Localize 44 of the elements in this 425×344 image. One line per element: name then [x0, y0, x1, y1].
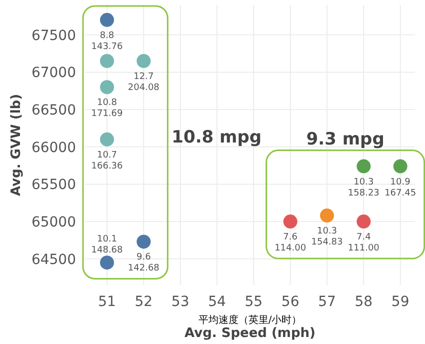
- x-tick-label: 56: [281, 294, 300, 310]
- x-tick-label: 57: [318, 294, 336, 310]
- text: 平均速度（英里/小时）: [198, 314, 302, 326]
- x-tick-label: 53: [171, 294, 190, 310]
- point: [393, 159, 408, 174]
- y-tick-label: 65500: [31, 177, 76, 194]
- data-label: 10.7 166.36: [91, 150, 124, 172]
- data-label: 7.6 114.00: [274, 232, 306, 254]
- data-label: 12.7 204.08: [128, 72, 160, 93]
- x-axis-title: Avg. Speed (mph): [184, 326, 316, 341]
- data-label: 8.8 143.76: [91, 30, 124, 52]
- point: [100, 132, 114, 146]
- y-tick-label: 66000: [31, 140, 76, 156]
- point: [283, 214, 298, 229]
- annotation: 10.8 mpg: [172, 127, 262, 148]
- y-tick-label: 64500: [31, 252, 76, 268]
- point: [356, 214, 371, 229]
- data-label: 10.8 171.69: [91, 98, 124, 120]
- data-label: 10.3 158.23: [348, 177, 380, 198]
- y-tick-label: 65000: [31, 214, 76, 231]
- point: [356, 159, 371, 174]
- annotation: 9.3 mpg: [306, 129, 384, 150]
- point: [100, 256, 114, 270]
- data-label: 10.1 148.68: [91, 234, 124, 256]
- y-axis-title: Avg. GVW (lb): [9, 94, 24, 196]
- y-tick-label: 66500: [31, 102, 76, 119]
- x-tick-label: 58: [354, 294, 373, 310]
- y-tick-label: 67500: [31, 28, 76, 44]
- x-tick-label: 59: [391, 294, 410, 310]
- x-tick-label: 52: [134, 294, 153, 310]
- x-tick-label: 51: [98, 294, 116, 310]
- data-label: 10.9 167.45: [384, 177, 416, 198]
- y-tick-label: 67000: [31, 65, 76, 82]
- data-label: 7.4 111.00: [348, 232, 380, 254]
- x-tick-label: 55: [244, 294, 263, 310]
- point: [136, 54, 151, 68]
- point: [100, 12, 114, 27]
- point: [100, 80, 114, 94]
- point: [320, 208, 334, 223]
- data-label: 10.3 154.83: [311, 226, 343, 248]
- x-tick-label: 54: [208, 294, 226, 310]
- point: [100, 54, 114, 68]
- data-label: 9.6 142.68: [128, 252, 160, 274]
- point: [136, 234, 151, 249]
